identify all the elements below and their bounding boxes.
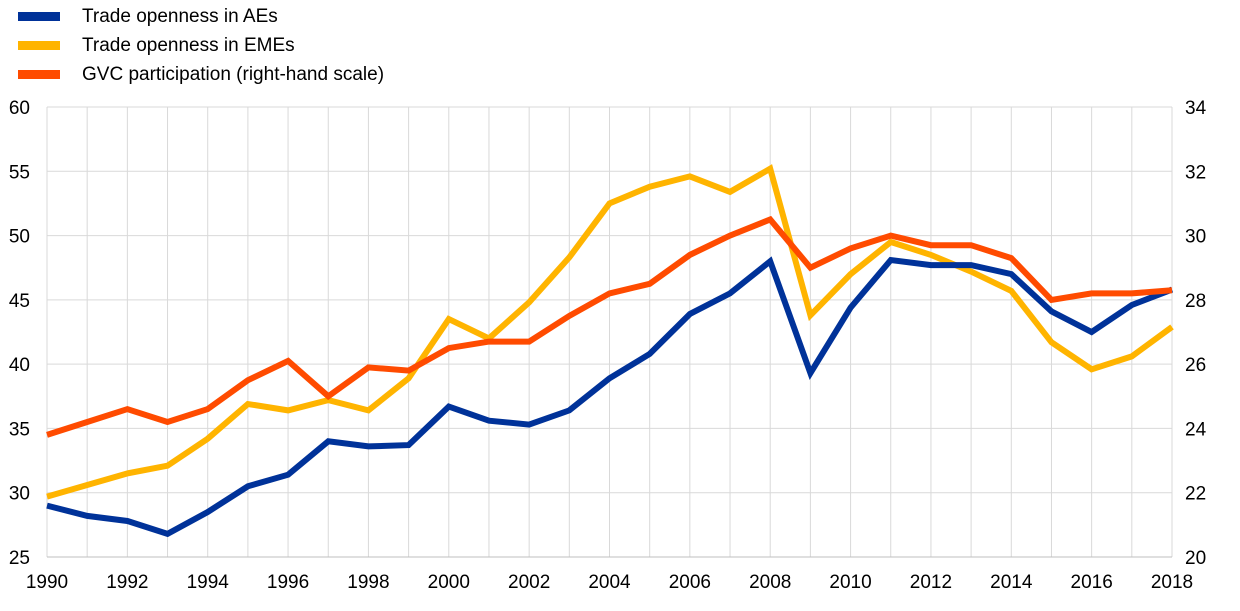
series-lines bbox=[46, 164, 1174, 538]
left-y-tick-label: 45 bbox=[9, 291, 30, 312]
right-y-tick-label: 26 bbox=[1185, 355, 1206, 376]
x-tick-label: 2006 bbox=[669, 572, 711, 593]
right-y-axis: 34 32 30 28 26 24 22 20 bbox=[1185, 98, 1207, 569]
left-y-axis: 60 55 50 45 40 35 30 25 bbox=[9, 98, 30, 569]
x-tick-label: 2002 bbox=[508, 572, 550, 593]
legend-item-emes: Trade openness in EMEs bbox=[18, 31, 384, 60]
left-y-tick-label: 30 bbox=[9, 484, 30, 505]
x-tick-label: 2016 bbox=[1071, 572, 1113, 593]
left-y-tick-label: 35 bbox=[9, 419, 30, 440]
x-axis: 1990 1992 1994 1996 1998 2000 2002 2004 2006 2008… bbox=[26, 572, 1193, 593]
x-tick-label: 2010 bbox=[829, 572, 871, 593]
left-y-tick-label: 55 bbox=[9, 162, 30, 183]
x-tick-label: 1996 bbox=[267, 572, 309, 593]
x-tick-label: 1990 bbox=[26, 572, 68, 593]
x-tick-label: 2012 bbox=[910, 572, 952, 593]
series-line-2 bbox=[46, 215, 1173, 438]
x-tick-label: 2008 bbox=[749, 572, 791, 593]
left-y-tick-label: 60 bbox=[9, 98, 30, 119]
legend-swatch-aes bbox=[18, 12, 60, 21]
right-y-tick-label: 34 bbox=[1185, 98, 1207, 119]
left-y-tick-label: 25 bbox=[9, 548, 30, 569]
legend-item-gvc: GVC participation (right-hand scale) bbox=[18, 60, 384, 89]
legend-label-aes: Trade openness in AEs bbox=[82, 6, 278, 27]
x-tick-label: 2000 bbox=[428, 572, 470, 593]
left-y-tick-label: 50 bbox=[9, 227, 30, 248]
legend-swatch-emes bbox=[18, 41, 60, 50]
left-y-tick-label: 40 bbox=[9, 355, 30, 376]
legend-item-aes: Trade openness in AEs bbox=[18, 2, 384, 31]
right-y-tick-label: 20 bbox=[1185, 548, 1206, 569]
x-tick-label: 2018 bbox=[1151, 572, 1193, 593]
x-tick-label: 1998 bbox=[347, 572, 389, 593]
right-y-tick-label: 22 bbox=[1185, 484, 1206, 505]
x-tick-label: 1992 bbox=[106, 572, 148, 593]
x-tick-label: 1994 bbox=[187, 572, 230, 593]
gridlines bbox=[46, 106, 1173, 558]
right-y-tick-label: 32 bbox=[1185, 162, 1206, 183]
legend-label-emes: Trade openness in EMEs bbox=[82, 35, 295, 56]
right-y-tick-label: 28 bbox=[1185, 291, 1206, 312]
x-tick-label: 2004 bbox=[588, 572, 631, 593]
legend-label-gvc: GVC participation (right-hand scale) bbox=[82, 64, 385, 85]
right-y-tick-label: 30 bbox=[1185, 227, 1206, 248]
x-tick-label: 2014 bbox=[990, 572, 1033, 593]
legend-swatch-gvc bbox=[18, 70, 60, 79]
series-line-0 bbox=[46, 256, 1174, 538]
right-y-tick-label: 24 bbox=[1185, 419, 1207, 440]
legend: Trade openness in AEs Trade openness in … bbox=[18, 2, 384, 89]
series-line-1 bbox=[46, 164, 1174, 500]
